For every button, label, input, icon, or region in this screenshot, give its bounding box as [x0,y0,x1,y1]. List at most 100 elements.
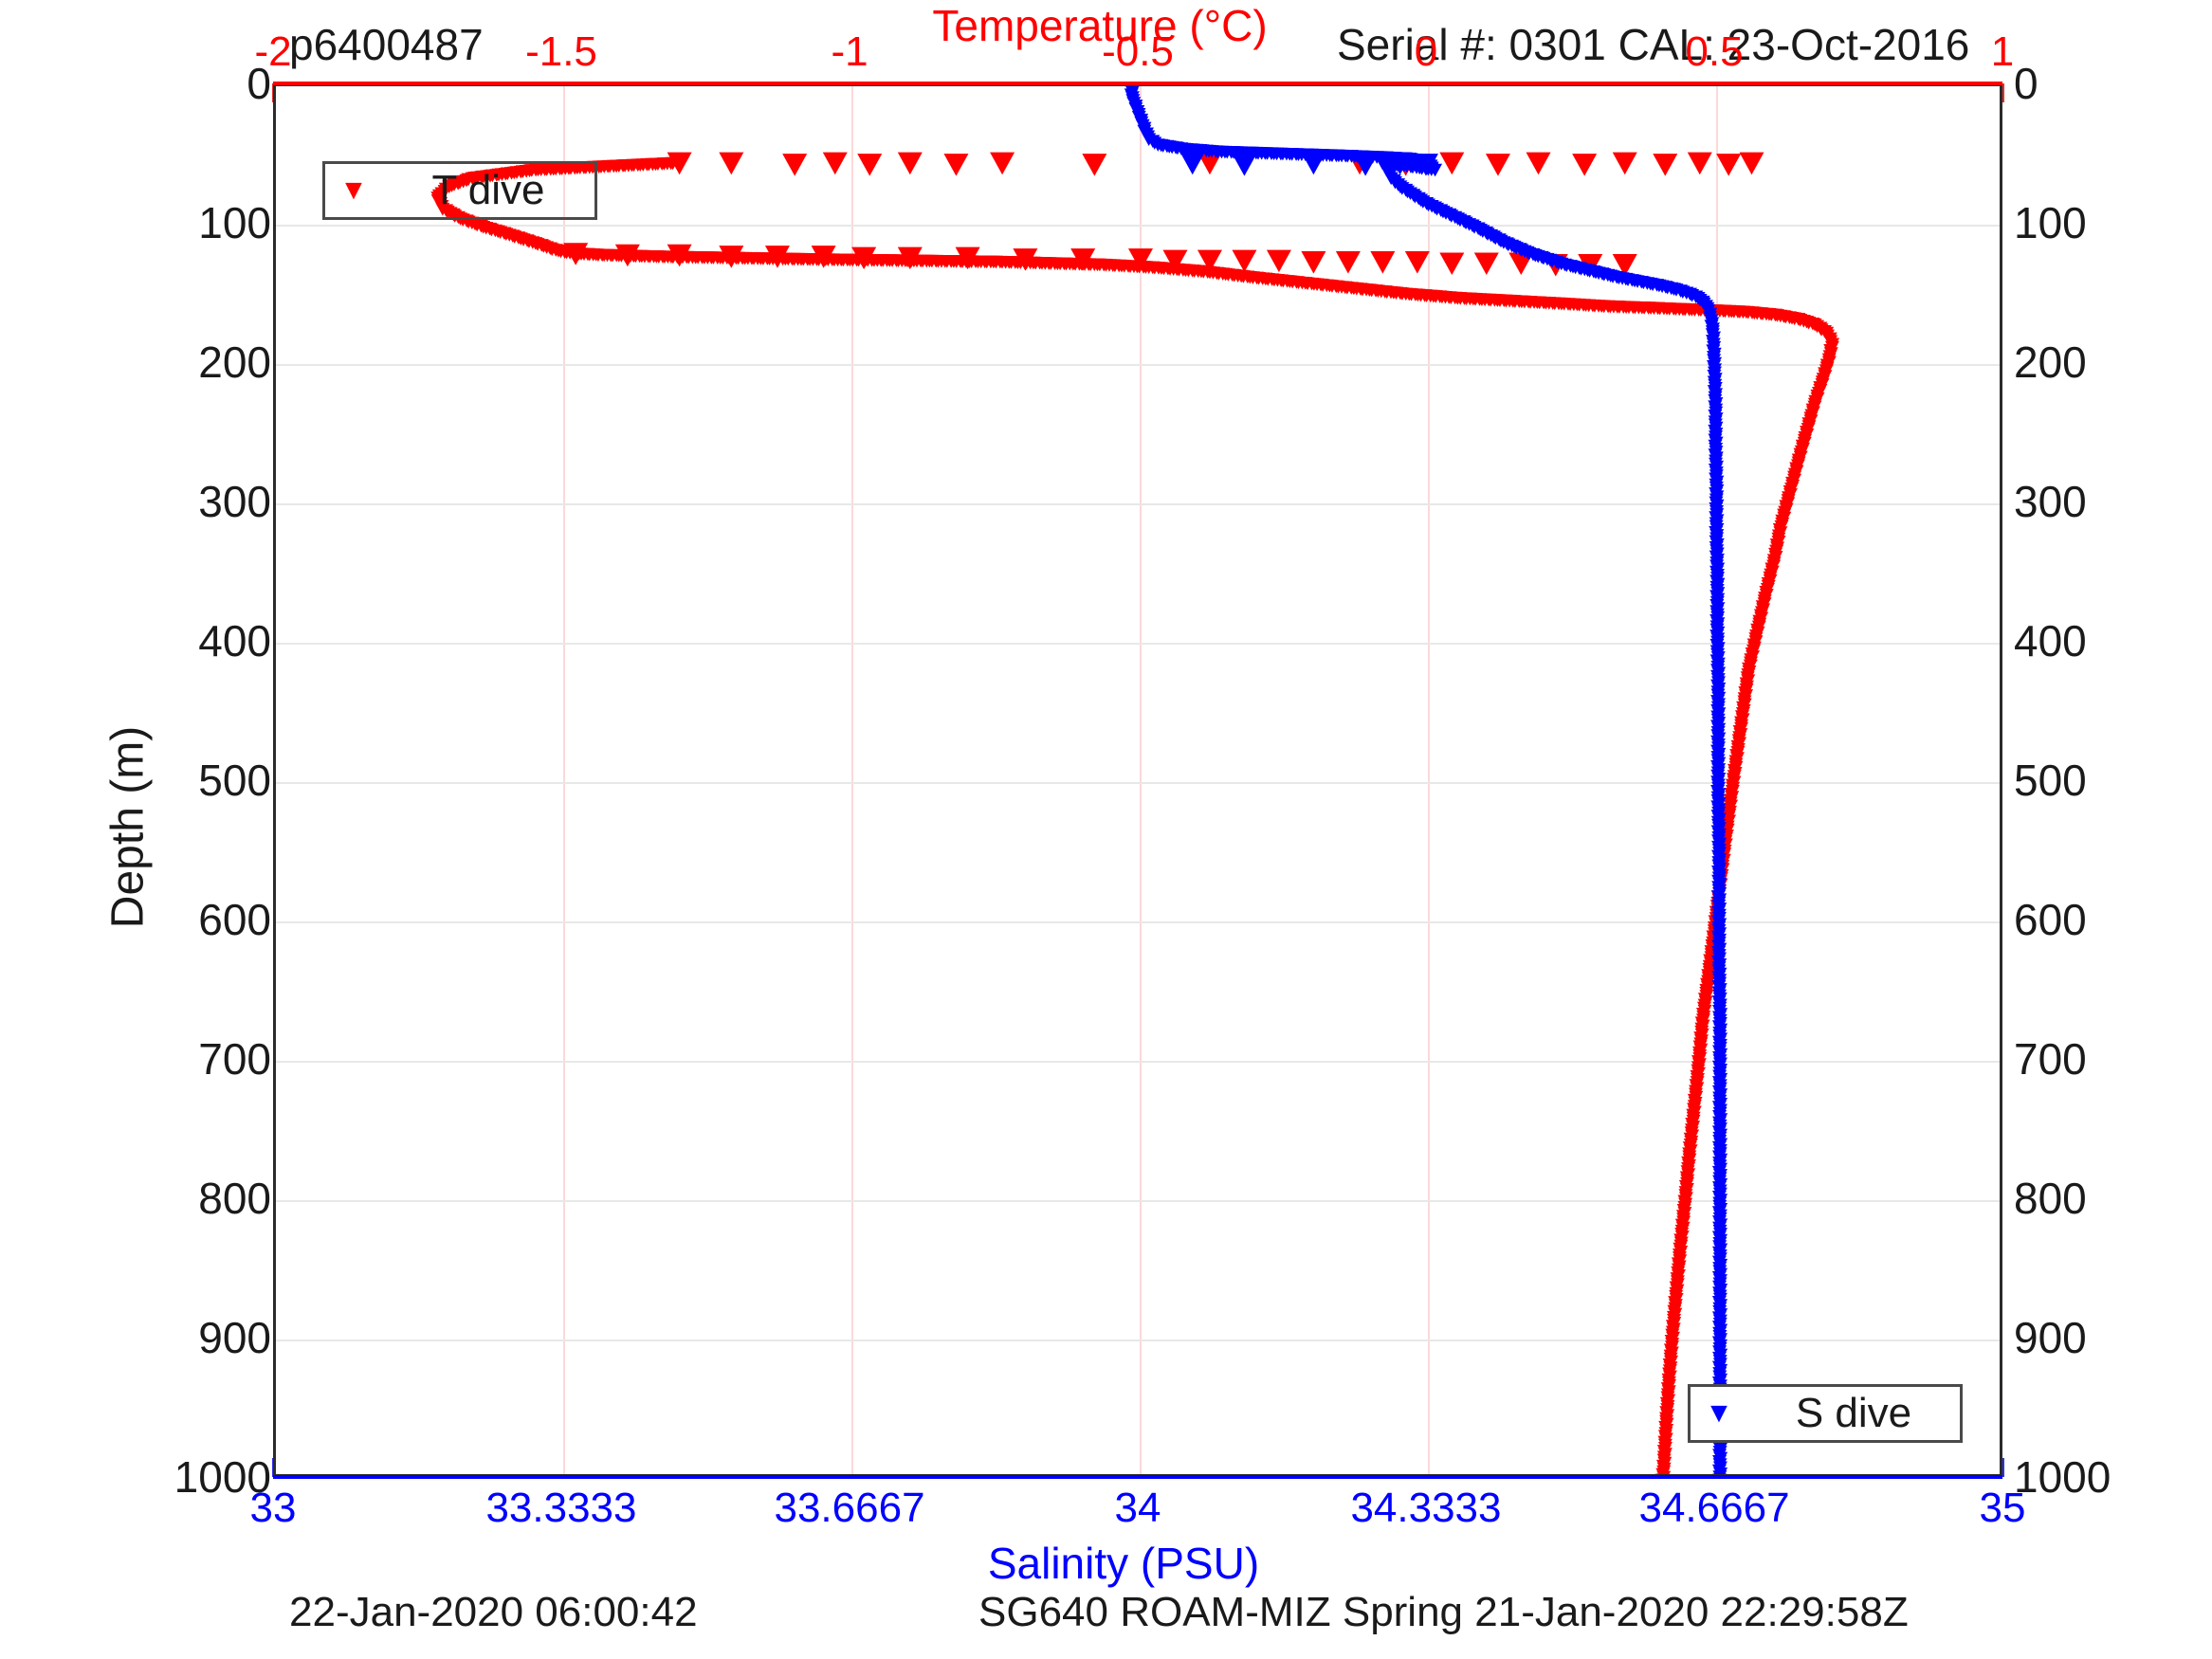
temperature-tick-label: -0.5 [1102,28,1174,75]
data-marker-sparse [1179,152,1205,175]
temperature-tick-label: 0 [1414,28,1438,75]
data-marker-sparse [811,246,836,268]
horizontal-gridline [276,1200,2000,1202]
footer-timestamp: 22-Jan-2020 06:00:42 [289,1589,698,1635]
horizontal-gridline [276,503,2000,505]
data-marker-sparse [563,243,589,265]
data-marker-sparse [1353,154,1379,176]
data-marker-sparse [857,154,883,176]
data-marker-sparse [1387,152,1413,175]
temperature-tick [2002,83,2004,102]
data-marker-sparse [955,246,980,270]
temperature-tick-label: -1 [831,28,868,75]
legend-salinity-label: S dive [1795,1390,1912,1436]
data-marker-sparse [782,154,808,176]
data-marker-sparse [1013,248,1038,271]
salinity-tick-label: 33.3333 [485,1485,637,1531]
data-marker-sparse [1526,152,1551,175]
data-marker [1712,1470,1728,1474]
salinity-tick-label: 33 [249,1485,297,1531]
data-marker-sparse [1572,154,1598,176]
data-marker-sparse [1473,252,1499,276]
salinity-tick [2002,1458,2004,1477]
legend-temperature[interactable]: ▼ T dive [322,161,597,220]
data-marker-sparse [822,152,848,175]
data-marker-sparse [943,154,969,176]
salinity-tick-label: 35 [1979,1485,2026,1531]
depth-tick-label-left: 300 [198,477,271,526]
temperature-tick-label: -2 [254,28,292,75]
data-marker-sparse [1232,154,1257,176]
salinity-tick-label: 34.3333 [1350,1485,1502,1531]
depth-axis-title: Depth (m) [102,725,154,929]
horizontal-gridline [276,1340,2000,1341]
data-marker-sparse [1612,152,1637,175]
horizontal-gridline [276,364,2000,366]
data-marker-sparse [1653,154,1678,176]
temperature-tick-label: -1.5 [525,28,597,75]
salinity-axis-line [273,1475,2002,1479]
depth-tick-label-left: 0 [247,59,271,108]
depth-tick-label-right: 400 [2014,616,2087,665]
data-marker-sparse [1612,253,1637,277]
temperature-axis-title: Temperature (°C) [932,1,1268,50]
temperature-axis-line [273,82,2002,85]
depth-tick-label-right: 0 [2014,59,2038,108]
footer-mission: SG640 ROAM-MIZ Spring 21-Jan-2020 22:29:… [978,1589,1909,1635]
depth-tick-label-right: 100 [2014,198,2087,247]
temperature-tick-label: 0.5 [1685,28,1744,75]
data-marker-sparse [1197,249,1222,273]
depth-tick-label-right: 1000 [2014,1452,2111,1502]
data-marker-sparse [1301,152,1326,175]
depth-tick-label-left: 500 [198,756,271,805]
data-marker-sparse [1404,251,1430,274]
depth-tick-label-right: 600 [2014,895,2087,944]
data-marker-sparse [1439,152,1465,175]
vertical-gridline [1428,86,1430,1474]
depth-tick-label-left: 600 [198,895,271,944]
legend-temperature-label: T dive [431,167,545,213]
depth-tick-label-right: 200 [2014,337,2087,387]
data-marker-sparse [1301,251,1326,274]
horizontal-gridline [276,225,2000,227]
data-marker-sparse [1716,154,1742,176]
depth-tick-label-left: 400 [198,616,271,665]
series-s-dive [1124,86,1728,1474]
data-marker-sparse [764,246,790,268]
data-marker-sparse [667,244,692,267]
data-marker-sparse [1070,248,1096,271]
data-marker-sparse [1232,249,1257,273]
dive-id-label: p6400487 [289,20,484,69]
data-marker-sparse [719,246,744,268]
horizontal-gridline [276,643,2000,645]
horizontal-gridline [276,921,2000,923]
horizontal-gridline [276,782,2000,784]
triangle-down-icon-blue: ▼ [1705,1397,1733,1429]
depth-tick-label-right: 300 [2014,477,2087,526]
legend-salinity[interactable]: ▼ S dive [1688,1384,1963,1443]
data-marker-sparse [1266,249,1291,273]
depth-tick-label-right: 800 [2014,1174,2087,1223]
temperature-tick-label: 1 [1990,28,2015,75]
data-marker-sparse [1162,249,1188,273]
data-marker-sparse [851,246,877,270]
vertical-gridline [1140,86,1142,1474]
data-marker-sparse [897,152,923,175]
vertical-gridline [851,86,853,1474]
data-marker-sparse [1370,251,1396,274]
series-t-dive [430,152,1840,1474]
data-marker-sparse [1739,152,1764,175]
data-marker-sparse [719,152,744,175]
vertical-gridline [563,86,565,1474]
depth-tick-label-left: 900 [198,1313,271,1362]
data-marker-sparse [1485,154,1510,176]
depth-tick-label-left: 200 [198,337,271,387]
salinity-tick-label: 34.6667 [1638,1485,1790,1531]
salinity-axis-title: Salinity (PSU) [987,1539,1260,1588]
profile-data-canvas [430,86,1840,1474]
data-marker-sparse [1439,252,1465,276]
data-marker-sparse [897,246,923,270]
depth-tick-label-right: 700 [2014,1034,2087,1084]
salinity-tick-label: 33.6667 [774,1485,925,1531]
